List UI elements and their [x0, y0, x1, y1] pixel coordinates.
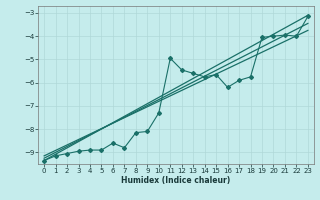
X-axis label: Humidex (Indice chaleur): Humidex (Indice chaleur): [121, 176, 231, 185]
